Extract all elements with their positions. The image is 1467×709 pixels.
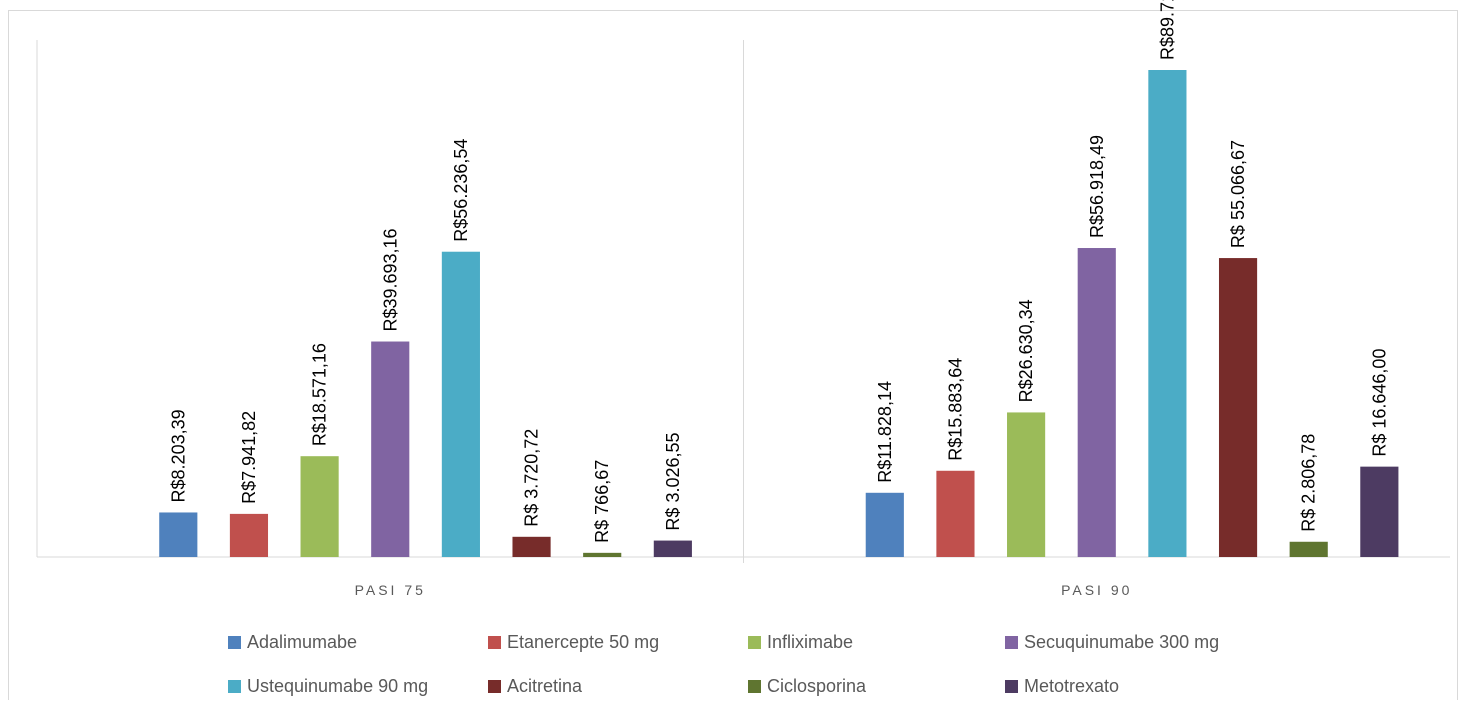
legend-swatch (1005, 635, 1018, 649)
data-label-group: R$8.203,39 R$7.941,82 R$18.571,16 R$39.693,… (168, 0, 1389, 543)
legend-swatch (748, 679, 761, 693)
legend-label: Ciclosporina (767, 675, 867, 696)
legend-label: Secuquinumabe 300 mg (1024, 631, 1220, 652)
bar (441, 251, 480, 557)
bar (229, 513, 269, 557)
data-label: R$89.710,67 (1157, 0, 1177, 60)
data-label: R$ 3.720,72 (522, 429, 542, 527)
legend-row: Ustequinumabe 90 mg Acitretina Ciclosporin… (228, 664, 1428, 708)
bar (1218, 258, 1258, 557)
legend-item: Metotrexato (1005, 676, 1365, 697)
bar-group (159, 70, 1399, 557)
legend-item: Secuquinumabe 300 mg (1005, 632, 1365, 653)
data-label: R$39.693,16 (380, 228, 400, 331)
bar (512, 536, 551, 557)
bar (1148, 70, 1187, 557)
legend-swatch (228, 679, 241, 693)
bar (1007, 412, 1046, 557)
data-label: R$11.828,14 (875, 381, 895, 483)
legend-label: Adalimumabe (247, 631, 358, 652)
data-label: R$56.918,49 (1087, 135, 1107, 238)
category-label-group: PASI 75 PASI 90 (355, 582, 1132, 598)
bar (371, 341, 410, 557)
chart-frame (8, 10, 1458, 700)
data-label: R$15.883,64 (945, 358, 965, 461)
data-label: R$ 16.646,00 (1369, 349, 1389, 457)
legend-row: Adalimumabe Etanercepte 50 mg Infliximabe S… (228, 620, 1428, 664)
bar (583, 552, 622, 557)
bar (1360, 466, 1399, 557)
legend-label: Infliximabe (767, 631, 854, 652)
data-label: R$ 766,67 (592, 460, 612, 543)
data-label: R$18.571,16 (310, 343, 330, 446)
bar (936, 470, 975, 557)
legend-swatch (228, 635, 241, 649)
data-label: R$ 2.806,78 (1299, 434, 1319, 532)
legend-swatch (488, 679, 501, 693)
legend-swatch (488, 635, 501, 649)
bar (300, 456, 339, 557)
legend-item: Etanercepte 50 mg (488, 632, 748, 653)
legend-item: Infliximabe (748, 632, 1005, 653)
legend-label: Metotrexato (1024, 675, 1120, 696)
bar (159, 512, 198, 557)
legend-item: Ciclosporina (748, 676, 1005, 697)
bar (865, 492, 904, 557)
legend-label: Ustequinumabe 90 mg (247, 675, 429, 696)
category-label: PASI 75 (355, 582, 426, 598)
bar-chart: R$8.203,39 R$7.941,82 R$18.571,16 R$39.693,… (36, 0, 1450, 598)
bar (1077, 248, 1116, 557)
data-label: R$ 3.026,55 (663, 432, 683, 530)
legend-item: Ustequinumabe 90 mg (228, 676, 488, 697)
legend-item: Adalimumabe (228, 632, 488, 653)
legend-item: Acitretina (488, 676, 748, 697)
legend-label: Etanercepte 50 mg (507, 631, 660, 652)
legend-swatch (748, 635, 761, 649)
data-label: R$56.236,54 (451, 139, 471, 242)
data-label: R$ 55.066,67 (1228, 140, 1248, 248)
legend-swatch (1005, 679, 1018, 693)
data-label: R$8.203,39 (168, 409, 188, 502)
bar (1289, 541, 1328, 557)
legend: Adalimumabe Etanercepte 50 mg Infliximabe S… (228, 620, 1428, 708)
data-label: R$26.630,34 (1016, 299, 1036, 402)
category-label: PASI 90 (1061, 582, 1132, 598)
bar (653, 540, 692, 557)
chart-axes (36, 40, 1450, 563)
legend-label: Acitretina (507, 675, 583, 696)
data-label: R$7.941,82 (239, 411, 259, 504)
